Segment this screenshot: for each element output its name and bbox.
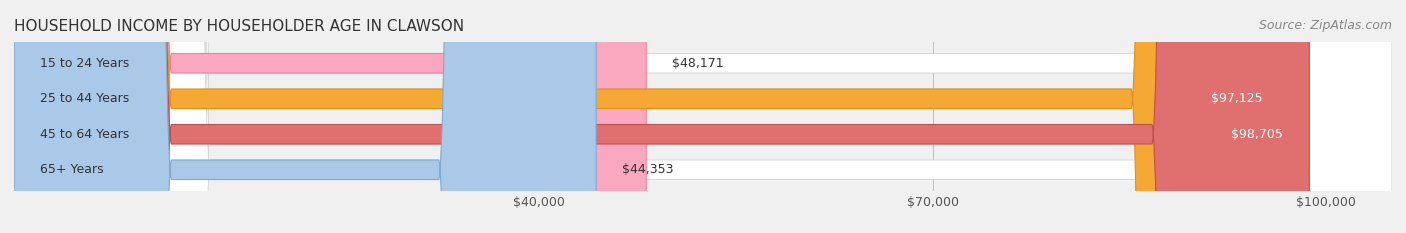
FancyBboxPatch shape xyxy=(14,0,1392,233)
Text: $97,125: $97,125 xyxy=(1211,92,1263,105)
Text: $44,353: $44,353 xyxy=(623,163,673,176)
Text: HOUSEHOLD INCOME BY HOUSEHOLDER AGE IN CLAWSON: HOUSEHOLD INCOME BY HOUSEHOLDER AGE IN C… xyxy=(14,19,464,34)
FancyBboxPatch shape xyxy=(14,0,1392,233)
Text: 65+ Years: 65+ Years xyxy=(41,163,104,176)
Text: 45 to 64 Years: 45 to 64 Years xyxy=(41,128,129,141)
Text: $98,705: $98,705 xyxy=(1232,128,1284,141)
FancyBboxPatch shape xyxy=(14,0,1288,233)
FancyBboxPatch shape xyxy=(14,0,1309,233)
FancyBboxPatch shape xyxy=(14,0,1392,233)
FancyBboxPatch shape xyxy=(14,0,647,233)
Text: 15 to 24 Years: 15 to 24 Years xyxy=(41,57,129,70)
FancyBboxPatch shape xyxy=(14,0,1392,233)
Text: 25 to 44 Years: 25 to 44 Years xyxy=(41,92,129,105)
Text: $48,171: $48,171 xyxy=(672,57,724,70)
Text: Source: ZipAtlas.com: Source: ZipAtlas.com xyxy=(1258,19,1392,32)
FancyBboxPatch shape xyxy=(14,0,596,233)
